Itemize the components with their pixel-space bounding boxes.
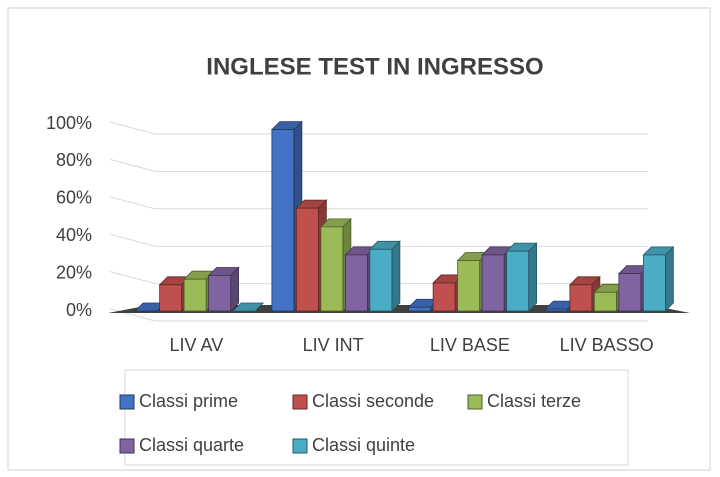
legend-label: Classi terze — [487, 391, 581, 411]
x-tick-label: LIV INT — [303, 335, 364, 355]
x-tick-label: LIV AV — [170, 335, 224, 355]
legend-label: Classi quarte — [139, 435, 244, 455]
legend-swatch — [467, 394, 483, 410]
y-tick-label: 20% — [56, 262, 92, 282]
x-tick-label: LIV BASSO — [560, 335, 654, 355]
legend-swatch — [292, 394, 308, 410]
legend-label: Classi seconde — [312, 391, 434, 411]
bar — [505, 242, 538, 312]
x-tick-label: LIV BASE — [430, 335, 510, 355]
bar — [368, 240, 401, 312]
bar — [207, 266, 240, 312]
chart-title: INGLESE TEST IN INGRESSO — [206, 53, 543, 80]
legend-label: Classi prime — [139, 391, 238, 411]
legend-swatch — [292, 438, 308, 454]
grid-line — [109, 233, 648, 247]
y-tick-label: 100% — [46, 113, 92, 133]
y-tick-label: 0% — [66, 300, 92, 320]
y-tick-label: 80% — [56, 150, 92, 170]
y-tick-label: 40% — [56, 225, 92, 245]
legend-box — [124, 369, 629, 466]
grid-line — [109, 121, 648, 135]
bar — [232, 302, 265, 312]
bar — [642, 245, 675, 312]
y-tick-label: 60% — [56, 188, 92, 208]
grid-line — [109, 196, 648, 210]
grid-line — [109, 158, 648, 172]
legend-swatch — [119, 394, 135, 410]
legend-label: Classi quinte — [312, 435, 415, 455]
legend-swatch — [119, 438, 135, 454]
